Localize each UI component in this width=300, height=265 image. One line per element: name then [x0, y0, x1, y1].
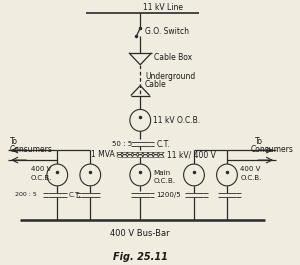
Text: 11 kV O.C.B.: 11 kV O.C.B.: [153, 116, 201, 125]
Text: Consumers: Consumers: [10, 145, 53, 154]
Text: O.C.B.: O.C.B.: [240, 175, 262, 181]
Text: Consumers: Consumers: [250, 145, 293, 154]
Text: Fig. 25.11: Fig. 25.11: [113, 252, 168, 262]
Text: 11 kV Line: 11 kV Line: [143, 3, 183, 12]
Text: Main: Main: [153, 170, 171, 176]
Text: 50 : 5: 50 : 5: [112, 141, 132, 147]
Text: Cable Box: Cable Box: [154, 53, 193, 62]
Circle shape: [217, 164, 237, 186]
Text: To: To: [10, 137, 18, 146]
Text: 1200/5: 1200/5: [156, 192, 181, 198]
Circle shape: [130, 109, 151, 131]
Text: O.C.B.: O.C.B.: [153, 178, 176, 184]
Text: 11 kV/ 400 V: 11 kV/ 400 V: [167, 151, 216, 160]
Text: G.O. Switch: G.O. Switch: [145, 28, 189, 37]
Text: 200 : 5: 200 : 5: [15, 192, 37, 197]
Circle shape: [130, 164, 151, 186]
Circle shape: [184, 164, 204, 186]
Circle shape: [47, 164, 68, 186]
Text: C.T.: C.T.: [156, 140, 170, 149]
Text: C.T.: C.T.: [69, 192, 81, 198]
Text: Underground: Underground: [145, 72, 195, 81]
Text: Cable: Cable: [145, 80, 167, 89]
Text: 1 MVA: 1 MVA: [91, 150, 114, 159]
Circle shape: [80, 164, 101, 186]
Text: 400 V Bus-Bar: 400 V Bus-Bar: [110, 229, 170, 237]
Text: 400 V: 400 V: [240, 166, 261, 172]
Text: To: To: [255, 137, 263, 146]
Text: O.C.B.: O.C.B.: [31, 175, 52, 181]
Text: 400 V: 400 V: [31, 166, 51, 172]
